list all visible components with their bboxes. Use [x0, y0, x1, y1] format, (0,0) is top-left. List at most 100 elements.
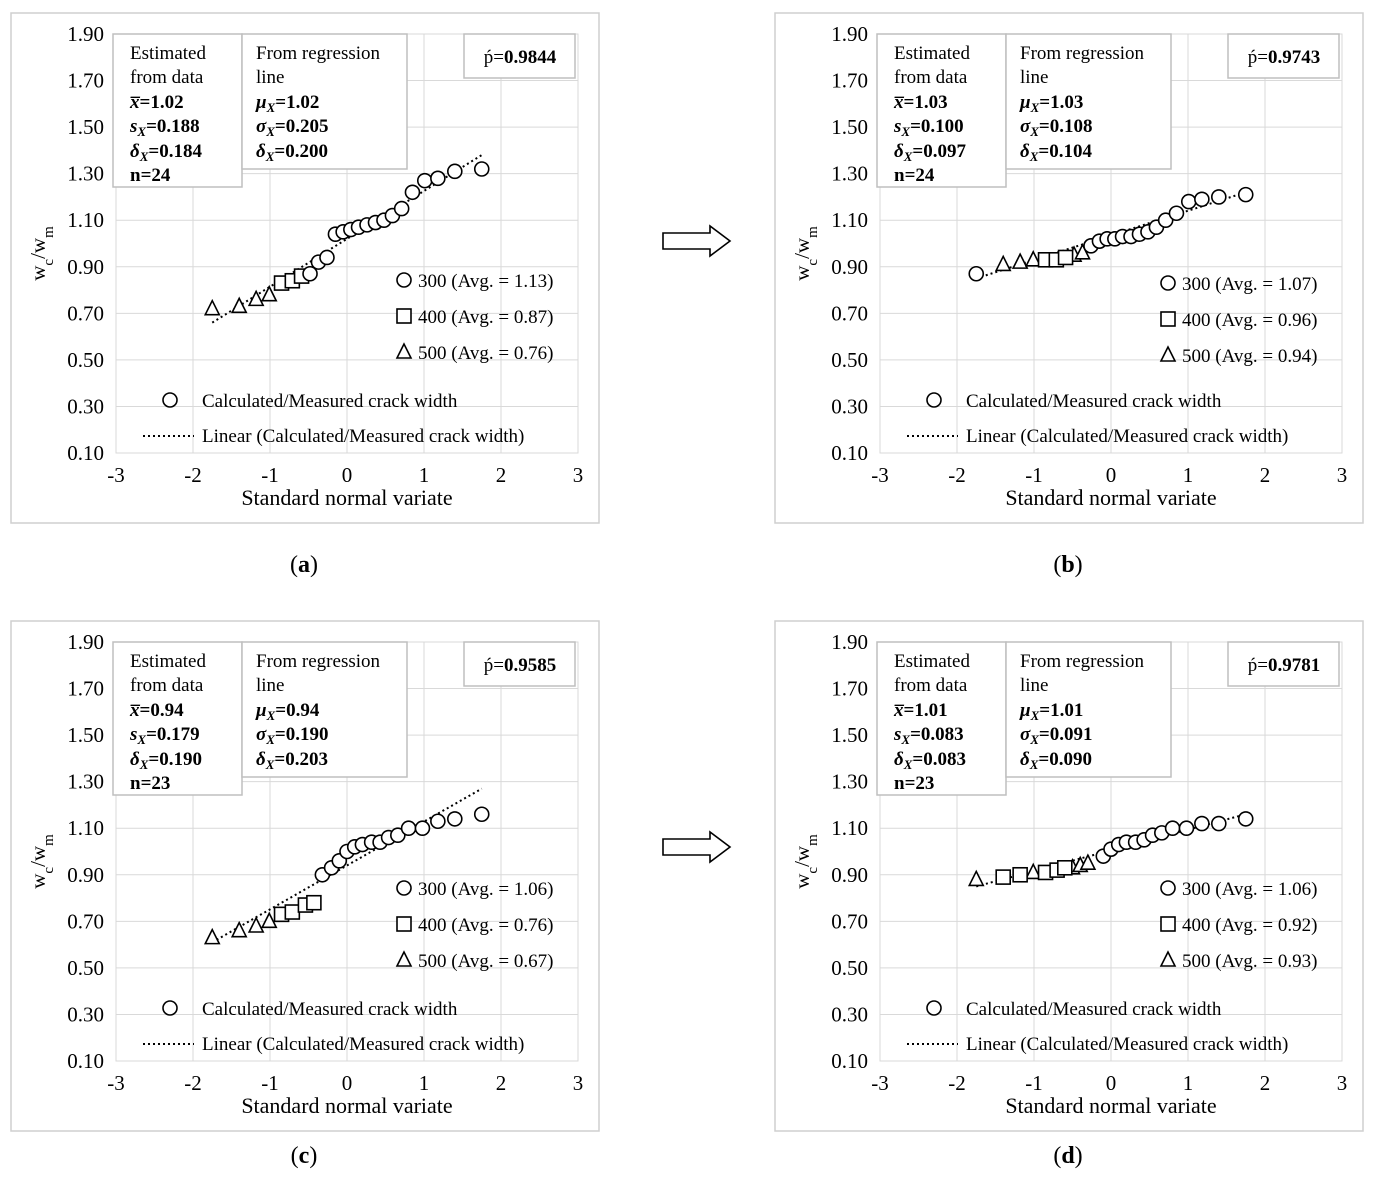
estimated-cov-part: =0.184 [148, 141, 202, 162]
legend-line-label: Linear (Calculated/Measured crack width) [202, 1034, 524, 1055]
estimated-cov-part: X [139, 149, 149, 164]
y-tick-label: 0.50 [67, 348, 104, 372]
regression-std-part: =0.108 [1039, 116, 1093, 137]
estimated-std-part: X [136, 124, 146, 139]
panel-caption: (a) [290, 552, 318, 578]
legend-circle-icon [162, 1000, 178, 1016]
y-tick-label: 1.10 [67, 816, 104, 840]
y-axis-label-part: /w [26, 845, 50, 867]
x-tick-label: -2 [184, 1071, 202, 1095]
x-tick-label: 2 [496, 1071, 507, 1095]
legend-group-label-part: 400 (Avg. = 0.76) [418, 915, 553, 936]
y-tick-label: 0.70 [67, 301, 104, 325]
panel-caption-part: ) [310, 552, 318, 578]
legend-circle-label: Calculated/Measured crack width [202, 999, 458, 1020]
y-tick-label: 1.50 [67, 723, 104, 747]
data-point-circle [319, 249, 335, 266]
data-point-triangle [203, 298, 221, 316]
regression-cov: δX=0.200 [256, 141, 328, 164]
rho-box [463, 33, 576, 79]
estimated-n: n=24 [130, 165, 171, 186]
x-axis-label: Standard normal variate [1005, 1093, 1216, 1118]
legend-marker-triangle [395, 342, 413, 359]
legend-group-label-part: 300 (Avg. = 1.06) [418, 879, 553, 900]
y-tick-label: 0.10 [831, 1049, 868, 1073]
estimated-box [112, 33, 243, 188]
estimated-mean-part: x̅ [129, 700, 141, 721]
estimated-header-part: Estimated [130, 651, 206, 672]
regression-std: σX=0.205 [256, 116, 329, 139]
data-point-circle [473, 806, 490, 823]
y-tick-label: 1.10 [831, 208, 868, 232]
panels-layer: 0.10 0.30 0.50 0.70 0.90 1.10 1.30 1.50 1.70 1.90… [10, 12, 1364, 1169]
data-point-triangle [1079, 853, 1097, 870]
y-tick-label: 1.90 [831, 630, 868, 654]
regression-std-part: σ [256, 724, 267, 745]
x-tick-label: -3 [871, 1071, 889, 1095]
regression-std-part: =0.190 [275, 724, 329, 745]
panel-caption-part: ( [291, 1143, 299, 1169]
y-tick-label: 0.10 [67, 1049, 104, 1073]
legend-circle-label: Calculated/Measured crack width [966, 391, 1222, 412]
y-axis-label-part: c [41, 259, 57, 266]
regression-std: σX=0.108 [1020, 116, 1093, 139]
x-tick-label: 2 [496, 463, 507, 487]
data-point-triangle [1024, 250, 1042, 267]
estimated-header-part: Estimated [130, 43, 206, 64]
regression-box [1005, 33, 1172, 170]
trendline [211, 787, 483, 944]
legend-group-label: 500 (Avg. = 0.67) [418, 951, 553, 972]
x-tick-label: -2 [184, 463, 202, 487]
estimated-std-part: =0.100 [910, 116, 964, 137]
data-point-circle [430, 813, 446, 830]
regression-cov-part: X [1029, 149, 1039, 164]
x-tick-label: -1 [1025, 1071, 1043, 1095]
legend-marker-square [1160, 916, 1176, 932]
legend-line-label: Linear (Calculated/Measured crack width) [202, 426, 524, 447]
panel-caption-part: ( [1053, 552, 1061, 578]
y-tick-label: 1.70 [67, 69, 104, 93]
y-tick-label: 1.50 [67, 115, 104, 139]
y-tick-label: 0.50 [67, 956, 104, 980]
data-point-triangle [247, 916, 265, 933]
arrows-layer [662, 224, 732, 864]
data-points [967, 811, 1254, 887]
regression-mean-part: X [1030, 708, 1040, 723]
regression-std-part: σ [1020, 116, 1031, 137]
estimated-mean: x̅=1.02 [129, 92, 184, 113]
group-legend: 300 (Avg. = 1.07) 400 (Avg. = 0.96) 500 (A… [1159, 274, 1317, 367]
data-point-square [284, 904, 301, 920]
estimated-mean: x̅=0.94 [129, 700, 184, 721]
regression-mean: μX=1.03 [1019, 92, 1083, 115]
data-point-circle [1237, 186, 1254, 203]
data-point-square [306, 894, 322, 911]
legend-group-label-part: 300 (Avg. = 1.06) [1182, 879, 1317, 900]
data-point-triangle [203, 927, 221, 945]
estimated-std-part: s [893, 116, 901, 137]
y-axis-label-part: m [41, 226, 57, 238]
y-tick-label: 0.90 [67, 255, 104, 279]
data-point-circle [968, 265, 985, 282]
estimated-cov: δX=0.097 [894, 141, 966, 164]
estimated-header: from data [894, 675, 968, 696]
data-point-triangle [230, 296, 248, 314]
x-axis-label: Standard normal variate [241, 1093, 452, 1118]
estimated-mean-part: x̅ [893, 92, 905, 113]
estimated-n: n=24 [894, 165, 935, 186]
y-tick-label: 1.10 [831, 816, 868, 840]
estimated-header: Estimated [894, 651, 970, 672]
regression-cov: δX=0.104 [1020, 141, 1092, 164]
legend-circle-icon [162, 392, 178, 408]
estimated-mean: x̅=1.01 [893, 700, 948, 721]
y-tick-label: 1.30 [831, 162, 868, 186]
legend-marker-triangle [395, 950, 413, 967]
data-point-triangle [260, 284, 278, 302]
legend-marker-circle [1160, 275, 1176, 291]
rho-value: ṕ=0.9844 [484, 47, 557, 68]
legend-circle-label: Calculated/Measured crack width [202, 391, 458, 412]
y-tick-label: 1.90 [67, 22, 104, 46]
y-tick-label: 0.30 [67, 394, 104, 418]
data-point-circle [393, 200, 410, 217]
legend-marker-square [396, 916, 412, 932]
y-tick-label: 0.70 [67, 909, 104, 933]
